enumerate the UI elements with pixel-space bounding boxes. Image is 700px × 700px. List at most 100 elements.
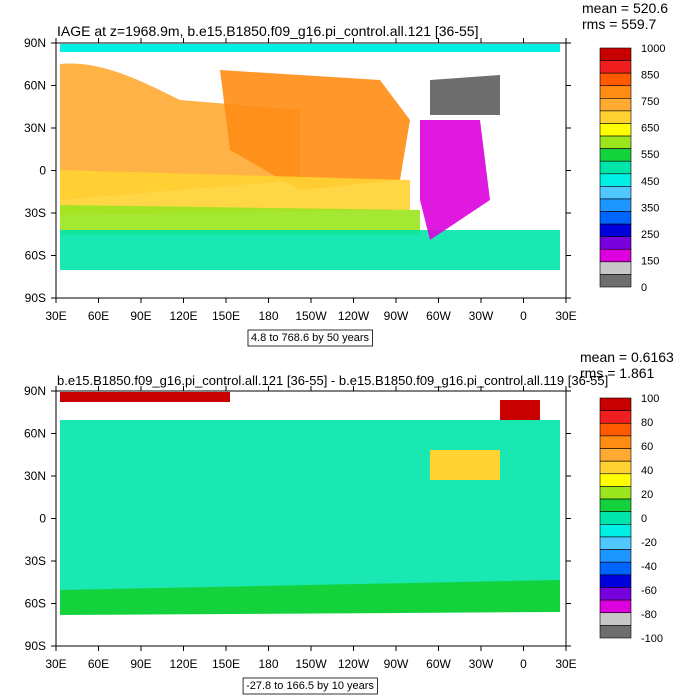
- x-tick-label: 150W: [295, 309, 327, 323]
- x-tick-label: 60W: [426, 309, 451, 323]
- panel-title: IAGE at z=1968.9m, b.e15.B1850.f09_g16.p…: [57, 23, 478, 39]
- colorbar-swatch: [599, 587, 632, 601]
- colorbar-label: 450: [641, 176, 659, 188]
- y-tick-label: 0: [39, 164, 46, 178]
- colorbar-swatch: [599, 574, 632, 588]
- colorbar-swatch: [599, 160, 632, 175]
- colorbar-label: 750: [641, 96, 659, 108]
- colorbar-swatch: [599, 498, 632, 512]
- colorbar-label: 250: [641, 229, 659, 241]
- colorbar-swatch: [599, 511, 632, 525]
- colorbar-swatch: [599, 223, 632, 237]
- range-info: 4.8 to 768.6 by 50 years: [251, 332, 370, 344]
- colorbar-swatch: [599, 486, 632, 500]
- colorbar-label: 0: [641, 282, 647, 294]
- colorbar-swatch: [599, 186, 632, 200]
- y-tick-label: 60N: [24, 79, 46, 93]
- y-tick-label: 90S: [25, 291, 46, 305]
- colorbar-swatch: [599, 47, 632, 61]
- x-tick-label: 120E: [169, 309, 197, 323]
- colorbar-label: -60: [641, 585, 657, 597]
- colorbar: 100 80 60 40 20 0 -20 -40 -60 -80 -100: [599, 393, 663, 645]
- x-tick-label: 90E: [130, 309, 151, 323]
- colorbar-swatch: [599, 211, 632, 225]
- y-tick-label: 90S: [25, 639, 46, 653]
- colorbar: 1000 850 750 650 550 450 350 250 150 0: [599, 43, 665, 294]
- panel-iage: IAGE at z=1968.9m, b.e15.B1850.f09_g16.p…: [24, 0, 668, 347]
- colorbar-swatch: [599, 524, 632, 538]
- colorbar-label: 1000: [641, 43, 665, 55]
- colorbar-label: 0: [641, 513, 647, 525]
- x-tick-label: 30W: [469, 309, 494, 323]
- x-tick-label: 0: [520, 309, 527, 323]
- colorbar-swatch: [599, 261, 632, 275]
- ocean-field: [60, 392, 560, 615]
- y-axis: 90N 60N 30N 0 30S 60S 90S: [24, 36, 571, 305]
- colorbar-swatch: [599, 98, 632, 112]
- y-tick-label: 30S: [25, 554, 46, 568]
- colorbar-swatch: [599, 173, 632, 187]
- x-tick-label: 30W: [469, 657, 494, 671]
- x-tick-label: 30E: [555, 309, 576, 323]
- colorbar-swatch: [599, 148, 632, 162]
- colorbar-swatch: [599, 410, 632, 424]
- colorbar-swatch: [599, 110, 632, 124]
- y-tick-label: 60S: [25, 249, 46, 263]
- stat-mean: mean = 520.6: [582, 0, 668, 16]
- y-axis: 90N 60N 30N 0 30S 60S 90S: [24, 384, 571, 653]
- colorbar-swatch: [599, 448, 632, 462]
- colorbar-label: 60: [641, 441, 653, 453]
- ocean-field: [60, 44, 560, 270]
- x-tick-label: 90E: [130, 657, 151, 671]
- stat-rms: rms = 559.7: [582, 16, 657, 32]
- colorbar-swatch: [599, 135, 632, 149]
- x-tick-label: 120E: [169, 657, 197, 671]
- range-info: -27.8 to 166.5 by 10 years: [246, 680, 374, 692]
- panel-difference: b.e15.B1850.f09_g16.pi_control.all.121 […: [24, 349, 674, 695]
- x-tick-label: 90W: [384, 309, 409, 323]
- x-tick-label: 60E: [88, 309, 109, 323]
- colorbar-label: 650: [641, 123, 659, 135]
- x-tick-label: 0: [520, 657, 527, 671]
- y-tick-label: 90N: [24, 384, 46, 398]
- y-tick-label: 90N: [24, 36, 46, 50]
- colorbar-swatch: [599, 198, 632, 212]
- colorbar-swatch: [599, 599, 632, 614]
- colorbar-swatch: [599, 60, 632, 74]
- range-info-box: [247, 329, 373, 347]
- colorbar-label: -100: [641, 633, 663, 645]
- x-tick-label: 90W: [384, 657, 409, 671]
- colorbar-label: 550: [641, 149, 659, 161]
- y-tick-label: 30N: [24, 121, 46, 135]
- panel-title: b.e15.B1850.f09_g16.pi_control.all.121 […: [57, 373, 608, 388]
- colorbar-swatch: [599, 248, 632, 263]
- x-axis: 30E 60E 90E 120E 150E 180 150W 120W 90W 60W 30W 0 30…: [45, 386, 577, 671]
- x-tick-label: 180: [258, 657, 278, 671]
- colorbar-label: -20: [641, 537, 657, 549]
- colorbar-swatch: [599, 561, 632, 576]
- colorbar-label: -80: [641, 609, 657, 621]
- x-tick-label: 30E: [45, 657, 66, 671]
- colorbar-swatch: [599, 123, 632, 137]
- y-tick-label: 30S: [25, 206, 46, 220]
- stat-rms: rms = 1.861: [580, 365, 655, 381]
- colorbar-swatch: [599, 236, 632, 250]
- colorbar-swatch: [599, 72, 632, 87]
- colorbar-swatch: [599, 422, 632, 437]
- y-tick-label: 0: [39, 512, 46, 526]
- range-info-box: [242, 677, 378, 695]
- colorbar-swatch: [599, 625, 632, 639]
- colorbar-label: -40: [641, 561, 657, 573]
- colorbar-swatch: [599, 473, 632, 487]
- y-tick-label: 30N: [24, 469, 46, 483]
- x-tick-label: 60W: [426, 657, 451, 671]
- x-tick-label: 180: [258, 309, 278, 323]
- colorbar-swatch: [599, 397, 632, 411]
- x-axis: 30E 60E 90E 120E 150E 180 150W 120W 90W 60W 30W 0 30…: [45, 38, 577, 323]
- x-tick-label: 150E: [212, 309, 240, 323]
- colorbar-swatch: [599, 612, 632, 626]
- x-tick-label: 60E: [88, 657, 109, 671]
- x-tick-label: 30E: [45, 309, 66, 323]
- x-tick-label: 150E: [212, 657, 240, 671]
